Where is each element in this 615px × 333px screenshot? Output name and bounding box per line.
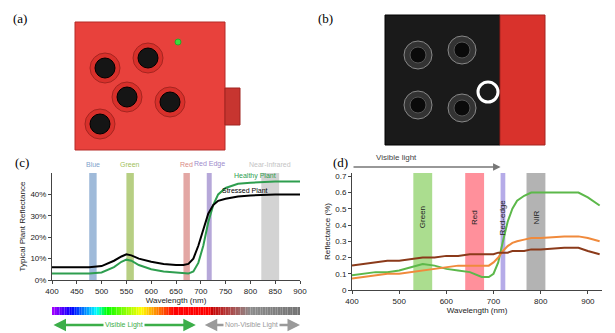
svg-text:20%: 20%	[30, 233, 46, 242]
svg-text:Typical Plant Reflectance: Typical Plant Reflectance	[18, 181, 27, 271]
svg-text:650: 650	[169, 287, 183, 296]
svg-text:(d): (d)	[333, 155, 348, 170]
svg-text:Blue: Blue	[86, 161, 100, 168]
svg-text:(a): (a)	[13, 11, 27, 26]
svg-text:Visible Light: Visible Light	[105, 321, 143, 329]
svg-text:40%: 40%	[30, 190, 46, 199]
svg-text:Red: Red	[470, 210, 479, 225]
svg-text:Red-edge: Red-edge	[498, 200, 507, 236]
svg-text:Green: Green	[418, 206, 427, 228]
svg-text:NIR: NIR	[532, 210, 541, 224]
svg-text:Visible light: Visible light	[376, 153, 417, 162]
svg-text:Red: Red	[180, 161, 193, 168]
svg-text:(b): (b)	[318, 11, 333, 26]
svg-text:Stressed Plant: Stressed Plant	[222, 187, 268, 194]
svg-text:Wavelength (nm): Wavelength (nm)	[447, 306, 508, 315]
svg-text:Wavelength (nm): Wavelength (nm)	[146, 296, 207, 305]
svg-text:0.4: 0.4	[335, 221, 347, 230]
svg-text:30%: 30%	[30, 212, 46, 221]
svg-text:0.2: 0.2	[335, 253, 347, 262]
svg-text:10%: 10%	[30, 254, 46, 263]
svg-text:700: 700	[194, 287, 208, 296]
svg-text:900: 900	[293, 287, 307, 296]
svg-text:0.3: 0.3	[335, 237, 347, 246]
svg-text:0.6: 0.6	[335, 188, 347, 197]
svg-text:Red Edge: Red Edge	[194, 160, 225, 168]
svg-text:Non-Visible Light: Non-Visible Light	[225, 321, 278, 329]
svg-text:0.1: 0.1	[335, 270, 347, 279]
svg-text:500: 500	[95, 287, 109, 296]
svg-text:500: 500	[392, 297, 406, 306]
svg-text:Green: Green	[120, 161, 140, 168]
svg-text:700: 700	[487, 297, 501, 306]
svg-text:800: 800	[534, 297, 548, 306]
svg-text:0%: 0%	[35, 276, 47, 285]
svg-text:400: 400	[345, 297, 359, 306]
svg-text:Near-Infrared: Near-Infrared	[249, 161, 291, 168]
svg-text:800: 800	[244, 287, 258, 296]
svg-text:550: 550	[120, 287, 134, 296]
svg-text:600: 600	[145, 287, 159, 296]
svg-text:450: 450	[70, 287, 84, 296]
svg-text:750: 750	[219, 287, 233, 296]
svg-text:Reflectance (%): Reflectance (%)	[323, 203, 332, 260]
svg-text:Healthy Plant: Healthy Plant	[234, 172, 276, 180]
svg-text:900: 900	[581, 297, 595, 306]
svg-text:850: 850	[269, 287, 283, 296]
svg-text:(c): (c)	[15, 155, 29, 170]
svg-text:600: 600	[440, 297, 454, 306]
svg-text:0: 0	[342, 286, 347, 295]
svg-text:0.5: 0.5	[335, 205, 347, 214]
svg-text:0.7: 0.7	[335, 172, 347, 181]
svg-text:400: 400	[45, 287, 59, 296]
